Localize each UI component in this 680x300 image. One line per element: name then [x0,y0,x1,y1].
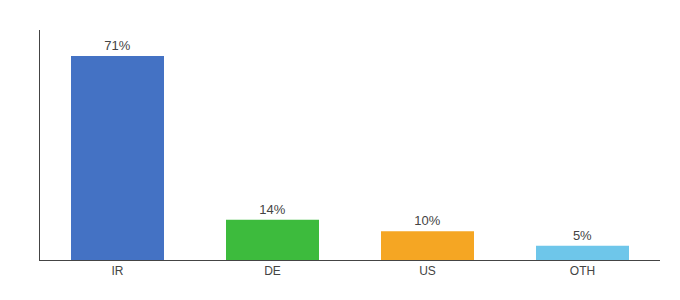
svg-text:DE: DE [264,264,281,278]
svg-text:IR: IR [112,264,124,278]
svg-text:OTH: OTH [570,264,595,278]
svg-text:5%: 5% [573,228,592,243]
svg-text:US: US [419,264,436,278]
svg-text:71%: 71% [104,38,130,53]
svg-text:10%: 10% [414,213,440,228]
svg-text:14%: 14% [259,202,285,217]
